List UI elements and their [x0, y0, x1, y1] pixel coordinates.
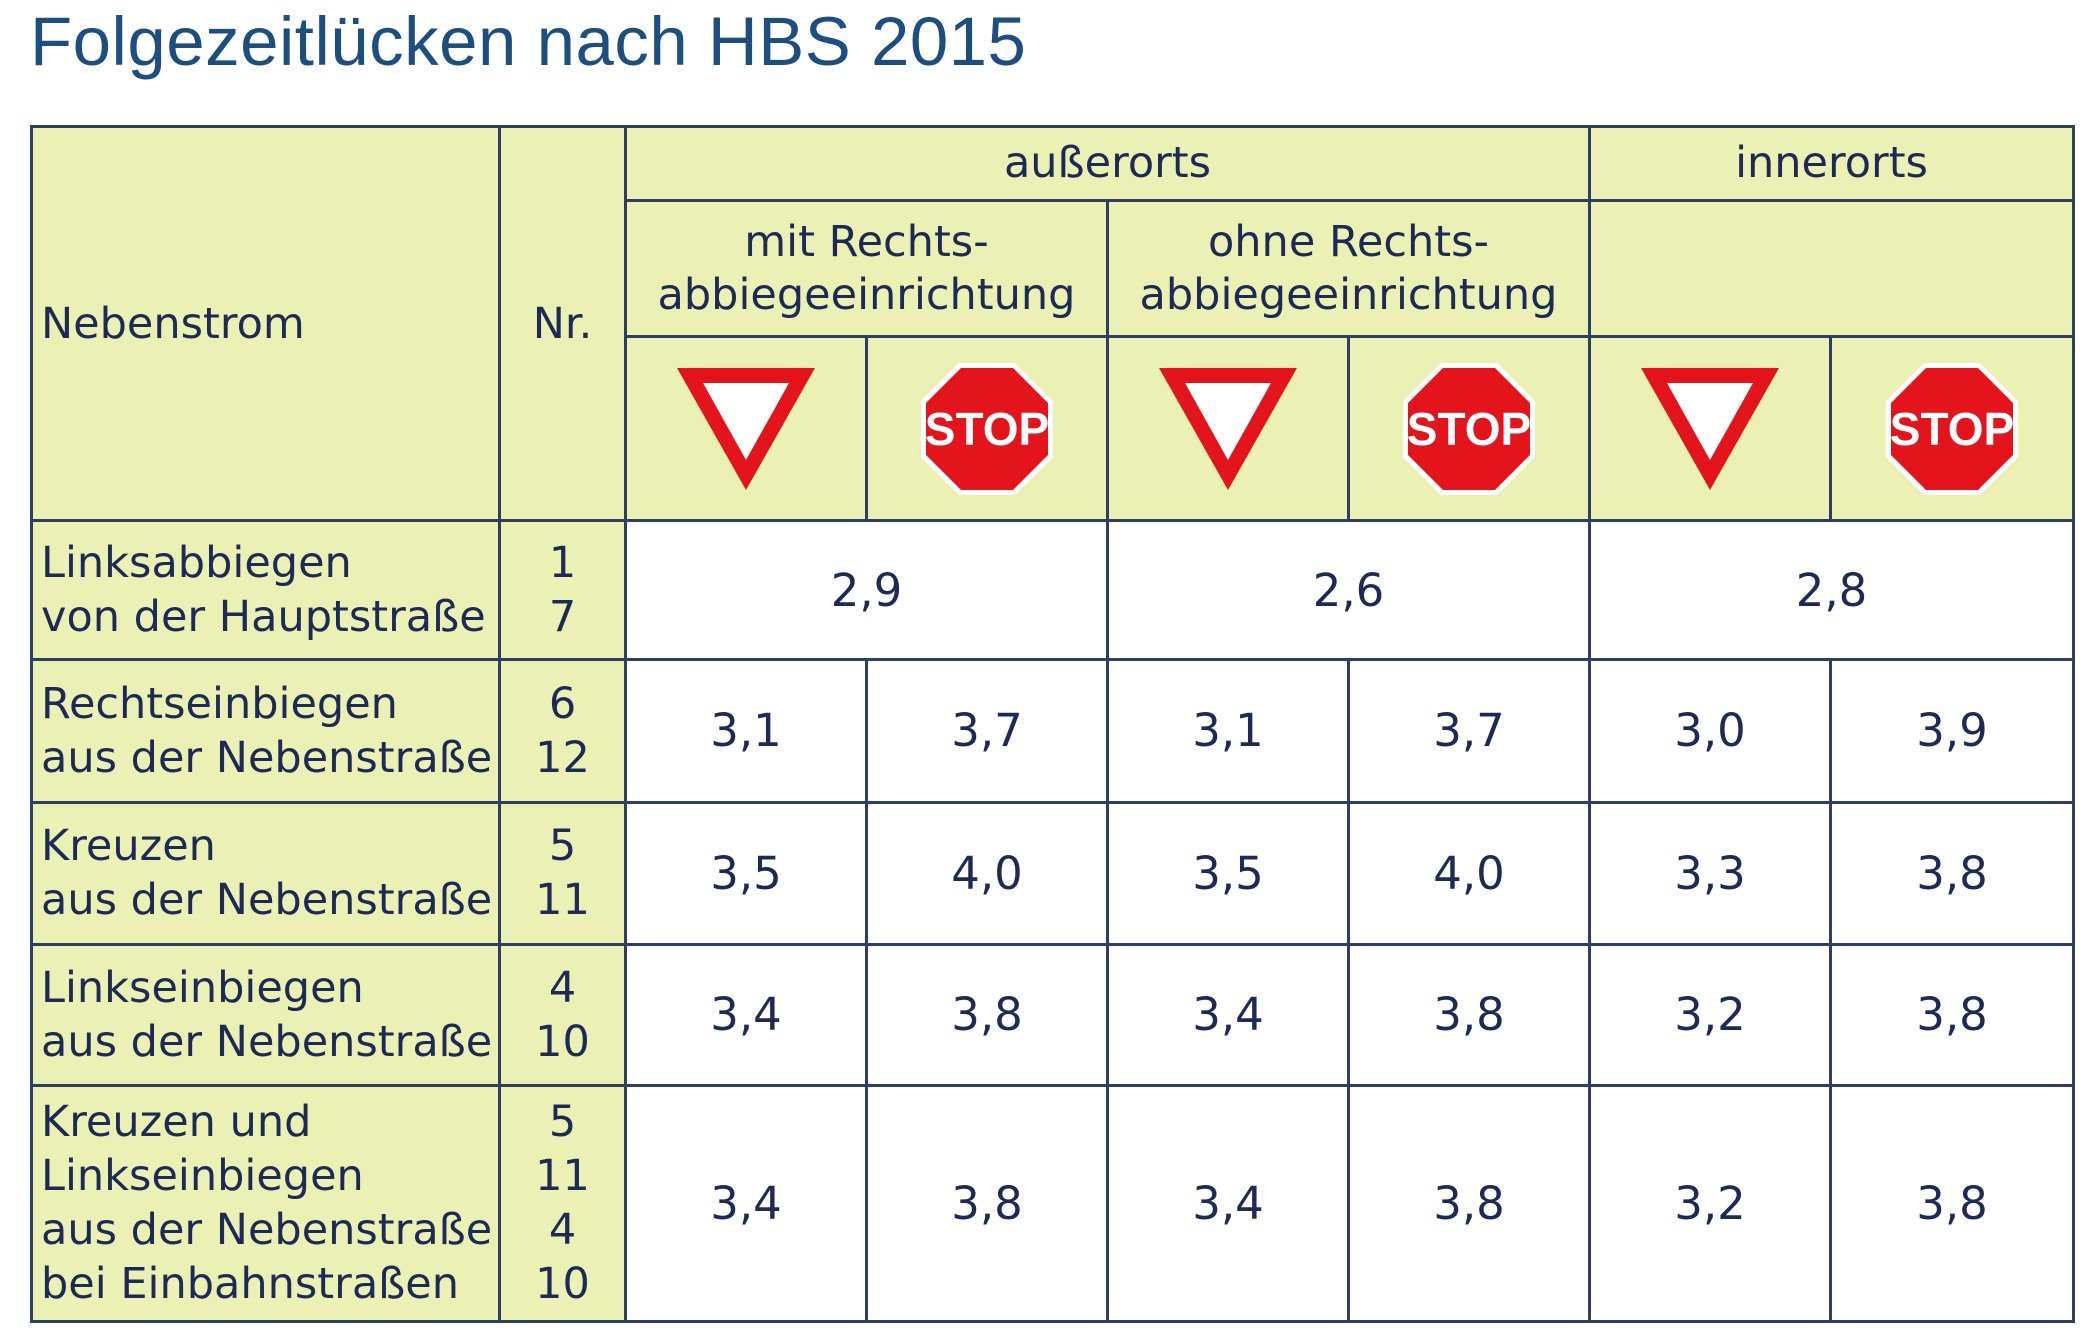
row-nr: 5 11	[498, 800, 627, 946]
value-cell: 3,3	[1588, 800, 1833, 946]
row-nr-line: 12	[535, 732, 590, 783]
row-nr: 4 10	[498, 942, 627, 1087]
row-nr: 1 7	[498, 519, 627, 662]
row-nr-line: 6	[548, 678, 577, 729]
value-cell: 3,2	[1588, 1083, 1833, 1324]
row-nr: 5 11 4 10	[498, 1083, 627, 1324]
stop-sign-icon: STOP	[1403, 362, 1535, 495]
row-nr-line: 11	[535, 875, 590, 926]
table-row: Kreuzen und Linkseinbiegen aus der Neben…	[30, 1083, 2076, 1324]
stop-sign-cell: STOP	[865, 335, 1109, 523]
row-nr-line: 4	[548, 962, 577, 1013]
value-cell: 3,8	[865, 1083, 1109, 1324]
yield-sign-icon	[1159, 367, 1297, 490]
header-ohne-rechtsabbiegeeinrichtung: ohne Rechts- abbiegeeinrichtung	[1105, 199, 1592, 339]
value-cell: 3,8	[1829, 800, 2076, 946]
value-cell: 3,4	[1106, 942, 1350, 1087]
header-innerorts: innerorts	[1588, 124, 2076, 203]
value-cell: 3,4	[624, 1083, 868, 1324]
stop-sign-icon: STOP	[1886, 362, 2019, 495]
yield-sign-cell	[1588, 335, 1833, 523]
row-nr-line: 10	[535, 1259, 590, 1310]
row-label: Linksabbiegen von der Hauptstraße	[30, 519, 501, 662]
value-cell: 3,0	[1588, 658, 1833, 804]
table-row: Rechtseinbiegen aus der Nebenstraße 6 12…	[30, 658, 2076, 804]
row-label-line: Kreuzen und	[41, 1097, 312, 1148]
stop-sign-icon: STOP	[921, 362, 1053, 495]
row-nr-line: 4	[548, 1205, 577, 1256]
value-cell: 3,8	[1346, 1083, 1592, 1324]
table-row: Kreuzen aus der Nebenstraße 5 11 3,5 4,0…	[30, 800, 2076, 946]
value-cell: 3,4	[624, 942, 868, 1087]
yield-sign-icon	[1641, 367, 1780, 490]
header-ohne-line1: ohne Rechts-	[1208, 216, 1490, 267]
value-cell: 3,8	[1829, 942, 2076, 1087]
header-ohne-line2: abbiegeeinrichtung	[1139, 269, 1558, 320]
value-cell: 3,9	[1829, 658, 2076, 804]
header-mit-rechtsabbiegeeinrichtung: mit Rechts- abbiegeeinrichtung	[624, 199, 1109, 339]
yield-sign-icon	[677, 367, 815, 490]
row-label-line: Rechtseinbiegen	[41, 678, 398, 729]
row-label: Linkseinbiegen aus der Nebenstraße	[30, 942, 501, 1087]
value-cell: 3,1	[1106, 658, 1350, 804]
row-label: Kreuzen und Linkseinbiegen aus der Neben…	[30, 1083, 501, 1324]
row-label-line: Linkseinbiegen	[41, 962, 364, 1013]
value-cell: 3,4	[1106, 1083, 1350, 1324]
value-cell: 3,1	[624, 658, 868, 804]
value-cell: 3,2	[1588, 942, 1833, 1087]
row-label-line: aus der Nebenstraße	[41, 875, 493, 926]
row-label: Kreuzen aus der Nebenstraße	[30, 800, 501, 946]
row-nr-line: 10	[535, 1016, 590, 1067]
value-cell: 3,8	[865, 942, 1109, 1087]
row-nr-line: 5	[548, 821, 577, 872]
stop-sign-text: STOP	[925, 403, 1049, 455]
stop-sign-cell: STOP	[1829, 335, 2076, 523]
value-cell: 3,8	[1829, 1083, 2076, 1324]
row-nr: 6 12	[498, 658, 627, 804]
header-nebenstrom: Nebenstrom	[30, 124, 501, 523]
value-cell: 4,0	[1346, 800, 1592, 946]
value-cell: 3,7	[1346, 658, 1592, 804]
table-row: Linkseinbiegen aus der Nebenstraße 4 10 …	[30, 942, 2076, 1087]
table-row: Linksabbiegen von der Hauptstraße 1 7 2,…	[30, 519, 2076, 662]
value-cell: 3,8	[1346, 942, 1592, 1087]
row-nr-line: 7	[548, 592, 577, 643]
row-label-line: aus der Nebenstraße	[41, 732, 493, 783]
row-label: Rechtseinbiegen aus der Nebenstraße	[30, 658, 501, 804]
row-label-line: Linkseinbiegen	[41, 1151, 364, 1202]
row-nr-line: 5	[548, 1097, 577, 1148]
value-cell: 3,5	[1106, 800, 1350, 946]
stop-sign-text: STOP	[1407, 403, 1531, 455]
page-title: Folgezeitlücken nach HBS 2015	[30, 3, 1027, 80]
value-cell: 3,5	[624, 800, 868, 946]
header-innerorts-blank	[1588, 199, 2076, 339]
stop-sign-cell: STOP	[1346, 335, 1592, 523]
gap-time-table: Nebenstrom Nr. außerorts innerorts mit R…	[30, 124, 2076, 1324]
yield-sign-cell	[1106, 335, 1350, 523]
row-label-line: Linksabbiegen	[41, 538, 352, 589]
header-nr: Nr.	[498, 124, 627, 523]
yield-sign-cell	[624, 335, 868, 523]
header-mit-line1: mit Rechts-	[744, 216, 989, 267]
row-label-line: aus der Nebenstraße	[41, 1205, 493, 1256]
row-nr-line: 11	[535, 1151, 590, 1202]
stop-sign-text: STOP	[1890, 403, 2014, 455]
value-cell: 4,0	[865, 800, 1109, 946]
value-cell: 2,8	[1588, 519, 2076, 662]
value-cell: 2,9	[624, 519, 1109, 662]
row-nr-line: 1	[548, 538, 577, 589]
value-cell: 2,6	[1105, 519, 1592, 662]
value-cell: 3,7	[865, 658, 1109, 804]
header-ausserorts: außerorts	[623, 124, 1592, 203]
row-label-line: von der Hauptstraße	[41, 592, 486, 643]
row-label-line: Kreuzen	[41, 821, 216, 872]
row-label-line: aus der Nebenstraße	[41, 1016, 493, 1067]
row-label-line: bei Einbahnstraßen	[41, 1259, 459, 1310]
header-mit-line2: abbiegeeinrichtung	[657, 269, 1076, 320]
